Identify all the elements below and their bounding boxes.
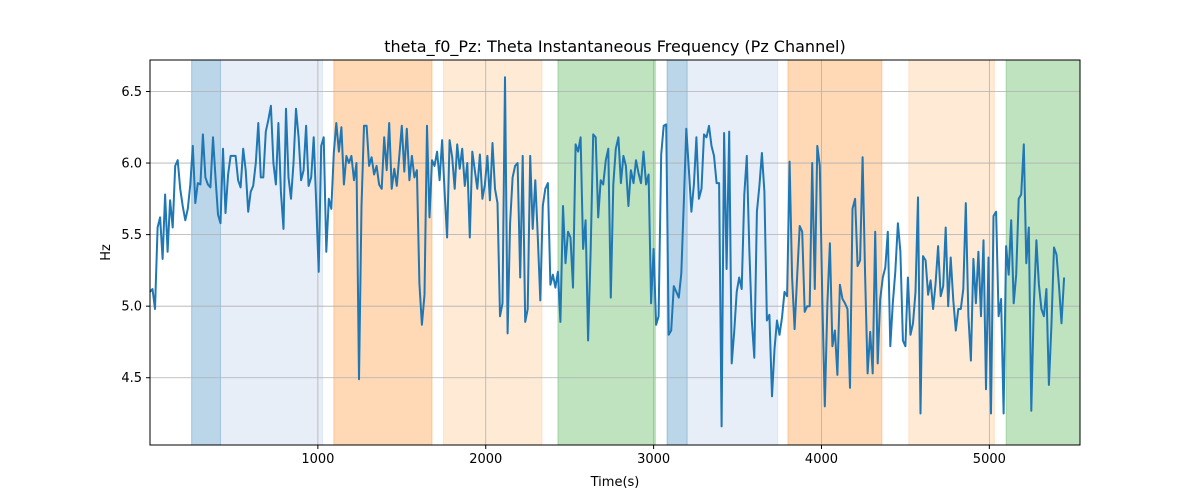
x-tick-label: 5000 <box>973 452 1006 467</box>
shaded-region-3 <box>333 59 433 446</box>
x-tick-label: 1000 <box>301 452 334 467</box>
shaded-regions <box>191 59 1081 446</box>
shaded-region-4 <box>442 59 543 446</box>
series-group <box>149 76 1066 428</box>
y-tick-label: 6.0 <box>121 157 142 172</box>
shaded-region-9 <box>908 59 995 446</box>
series-line-1 <box>149 76 1066 428</box>
x-axis-label: Time(s) <box>590 475 640 490</box>
y-tick-label: 4.5 <box>121 371 142 386</box>
shaded-region-1 <box>191 59 222 446</box>
x-tick-label: 3000 <box>637 452 670 467</box>
shaded-region-6 <box>666 59 688 446</box>
plot-frame <box>149 59 1081 446</box>
y-axis-label: Hz <box>99 244 114 261</box>
y-tick-label: 5.5 <box>121 228 142 243</box>
x-tick-label: 4000 <box>805 452 838 467</box>
y-axis-ticks: 4.5 5.0 5.5 6.0 6.5 <box>121 85 150 386</box>
x-axis-ticks: 1000 2000 3000 4000 5000 <box>301 445 1006 467</box>
shaded-region-5 <box>557 59 656 446</box>
y-tick-label: 6.5 <box>121 85 142 100</box>
chart-title: theta_f0_Pz: Theta Instantaneous Frequen… <box>384 37 845 57</box>
shaded-region-7 <box>686 59 779 446</box>
y-tick-label: 5.0 <box>121 300 142 315</box>
x-tick-label: 2000 <box>469 452 502 467</box>
